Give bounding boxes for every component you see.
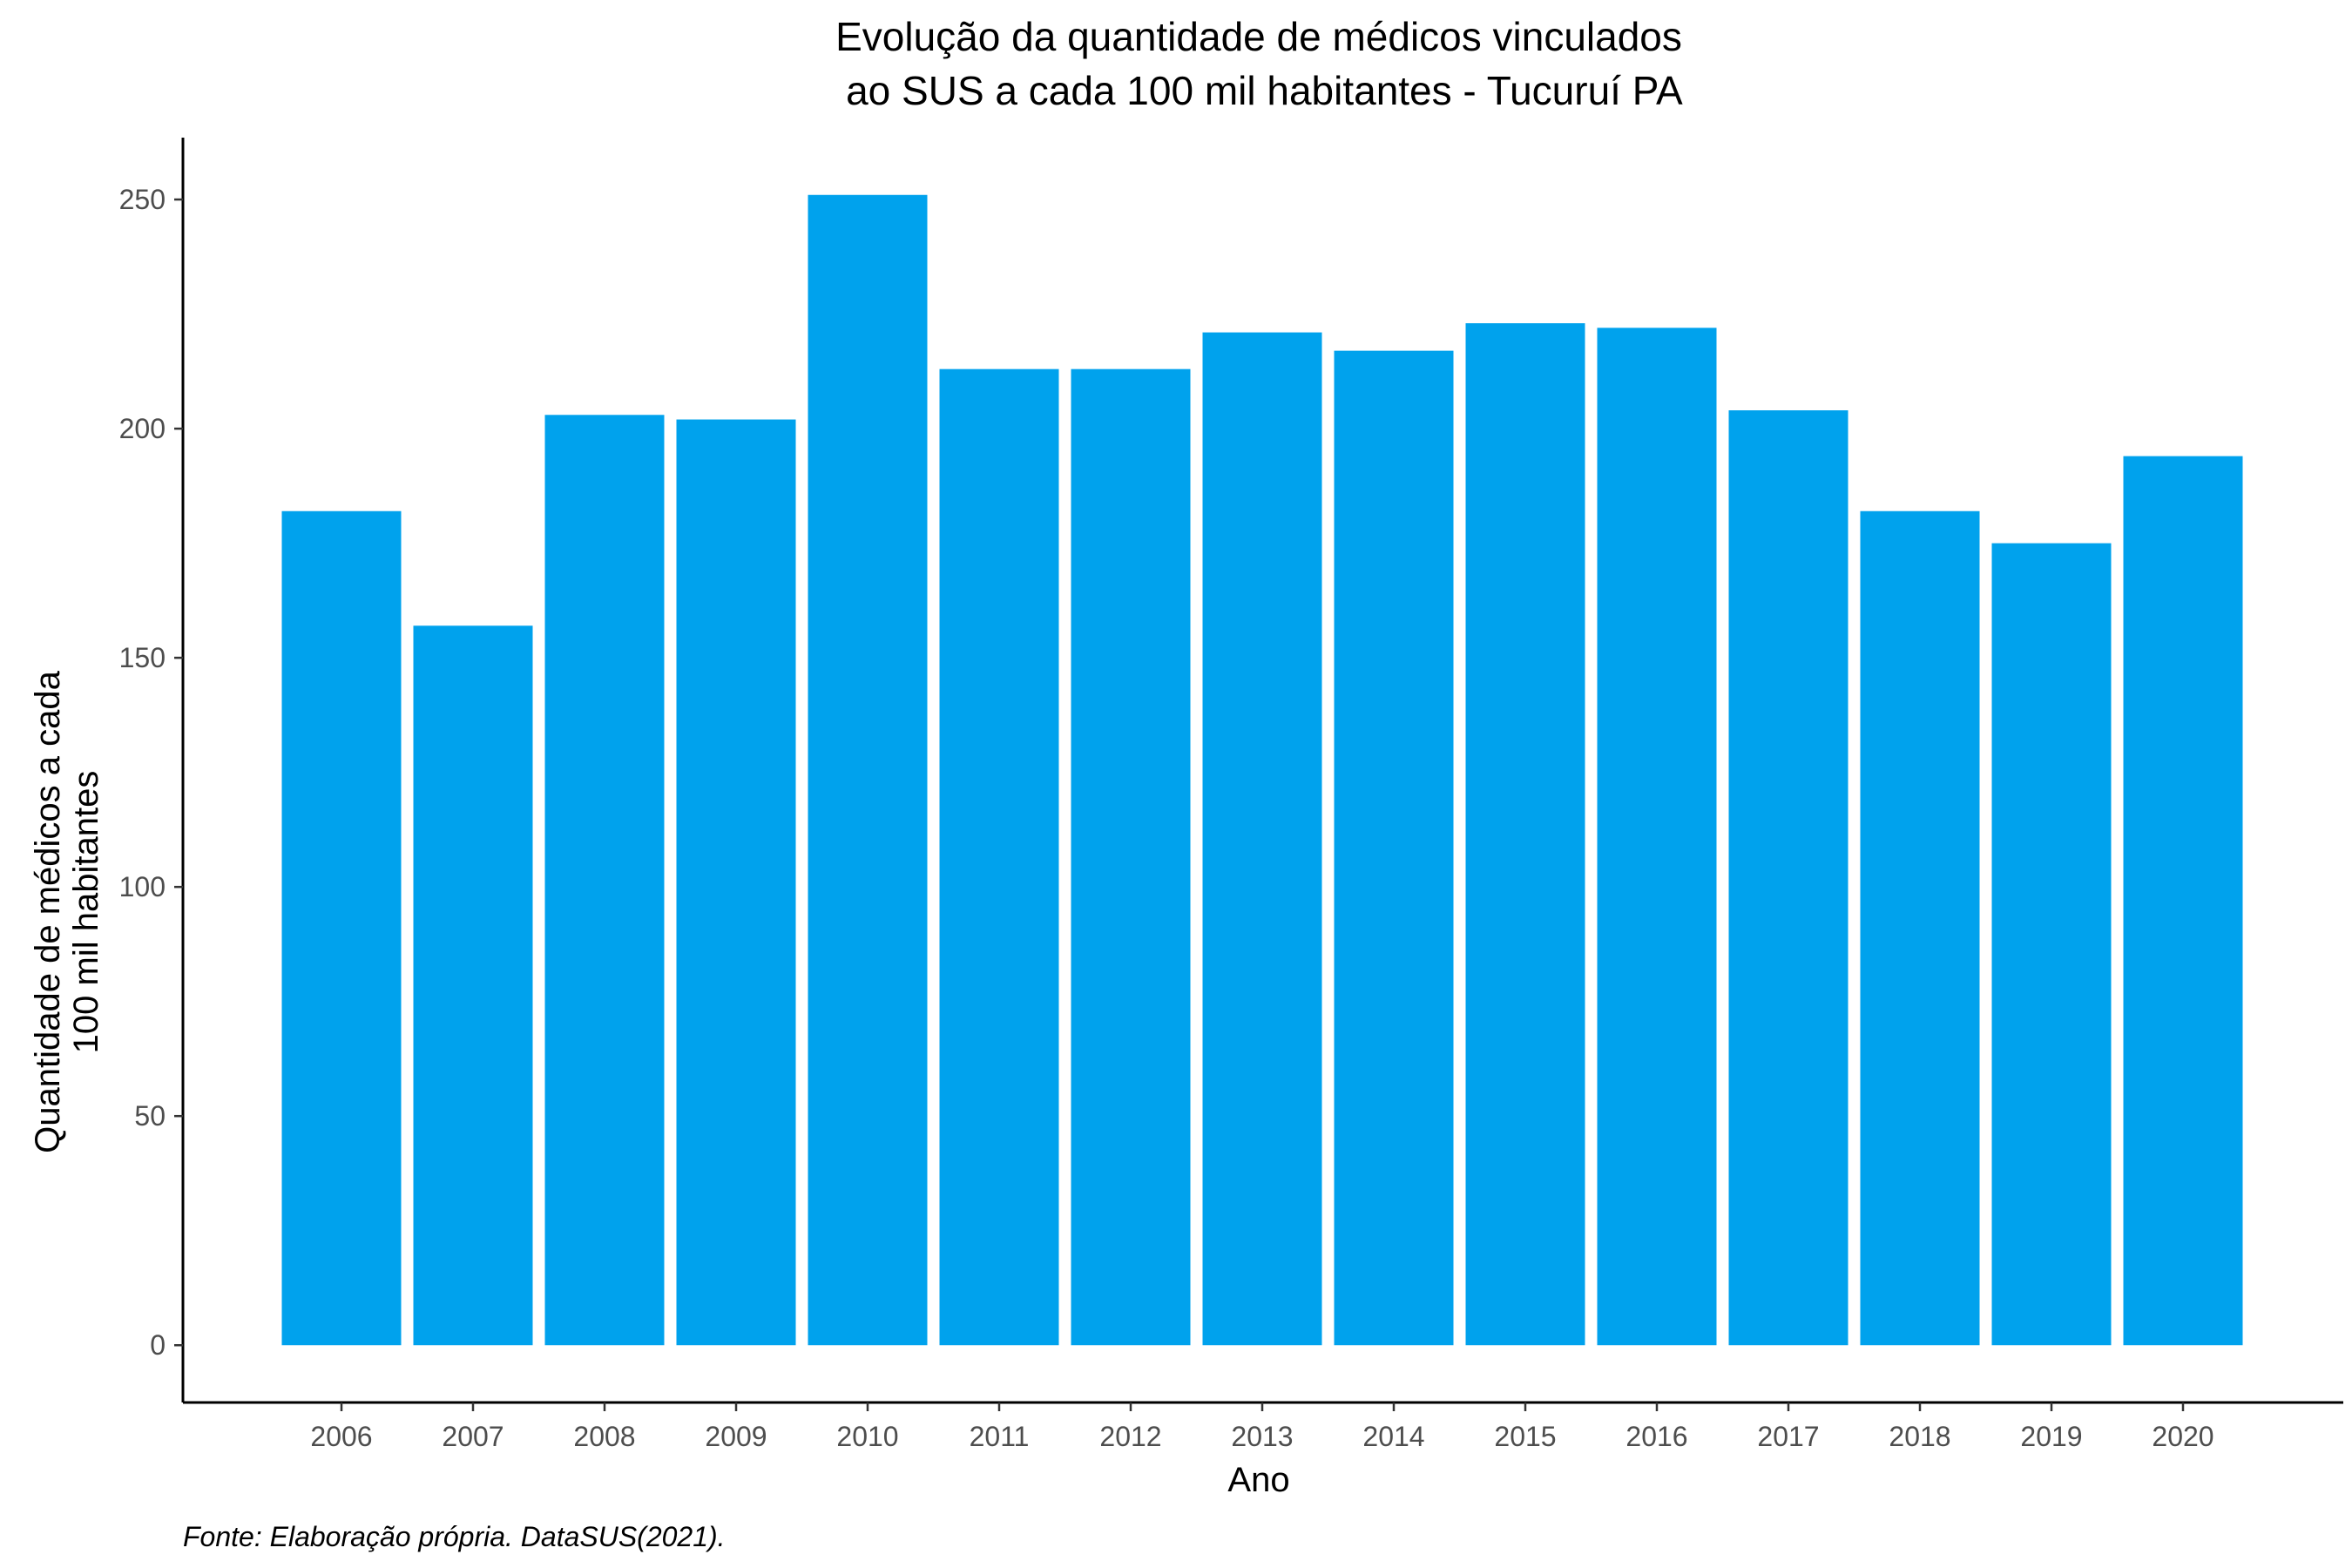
bar-2014 bbox=[1334, 350, 1454, 1346]
x-tick-label-2009: 2009 bbox=[705, 1421, 767, 1452]
x-axis-title: Ano bbox=[1227, 1461, 1289, 1499]
bar-2016 bbox=[1597, 328, 1717, 1346]
bars-group bbox=[281, 194, 2243, 1346]
y-tick-label-100: 100 bbox=[119, 871, 166, 902]
x-tick-label-2012: 2012 bbox=[1099, 1421, 1161, 1452]
y-axis-title-line-1: Quantidade de médicos a cada bbox=[29, 670, 67, 1152]
x-tick-label-2020: 2020 bbox=[2152, 1421, 2213, 1452]
y-tick-label-50: 50 bbox=[134, 1100, 166, 1132]
y-axis-title: Quantidade de médicos a cada 100 mil hab… bbox=[29, 670, 105, 1152]
bar-2006 bbox=[281, 510, 402, 1346]
bar-2015 bbox=[1465, 323, 1585, 1346]
bar-2020 bbox=[2123, 456, 2243, 1346]
x-tick-label-2019: 2019 bbox=[2020, 1421, 2082, 1452]
bar-2017 bbox=[1728, 410, 1848, 1346]
x-axis: 2006 2007 2008 2009 2010 2011 2012 2013 2014 2015… bbox=[183, 1401, 2343, 1452]
y-tick-label-150: 150 bbox=[119, 642, 166, 673]
bar-2019 bbox=[1991, 543, 2112, 1346]
bar-2010 bbox=[808, 194, 928, 1346]
y-tick-label-0: 0 bbox=[150, 1329, 166, 1361]
chart-title-line-2: ao SUS a cada 100 mil habitantes - Tucur… bbox=[835, 68, 1683, 113]
x-tick-label-2006: 2006 bbox=[310, 1421, 372, 1452]
x-tick-label-2010: 2010 bbox=[836, 1421, 898, 1452]
x-tick-label-2007: 2007 bbox=[442, 1421, 504, 1452]
x-tick-label-2008: 2008 bbox=[573, 1421, 635, 1452]
x-tick-label-2018: 2018 bbox=[1889, 1421, 1950, 1452]
x-tick-label-2014: 2014 bbox=[1362, 1421, 1424, 1452]
bar-2012 bbox=[1071, 368, 1191, 1346]
y-axis: 0 50 100 150 200 250 bbox=[119, 138, 185, 1402]
bar-2008 bbox=[544, 415, 665, 1346]
x-tick-label-2016: 2016 bbox=[1625, 1421, 1687, 1452]
x-tick-label-2015: 2015 bbox=[1494, 1421, 1556, 1452]
bar-2007 bbox=[413, 625, 533, 1346]
x-tick-label-2017: 2017 bbox=[1757, 1421, 1819, 1452]
bar-2009 bbox=[676, 419, 796, 1346]
chart-title-line-1: Evolução da quantidade de médicos vincul… bbox=[835, 14, 1682, 59]
chart-caption: Fonte: Elaboração própria. DataSUS(2021)… bbox=[183, 1521, 726, 1552]
y-tick-label-250: 250 bbox=[119, 184, 166, 215]
bar-2011 bbox=[939, 368, 1059, 1346]
bar-2013 bbox=[1202, 332, 1322, 1346]
y-tick-label-200: 200 bbox=[119, 413, 166, 444]
bar-2018 bbox=[1860, 510, 1980, 1346]
x-tick-label-2011: 2011 bbox=[970, 1421, 1030, 1452]
x-tick-label-2013: 2013 bbox=[1231, 1421, 1293, 1452]
y-axis-title-line-2: 100 mil habitantes bbox=[67, 771, 105, 1054]
